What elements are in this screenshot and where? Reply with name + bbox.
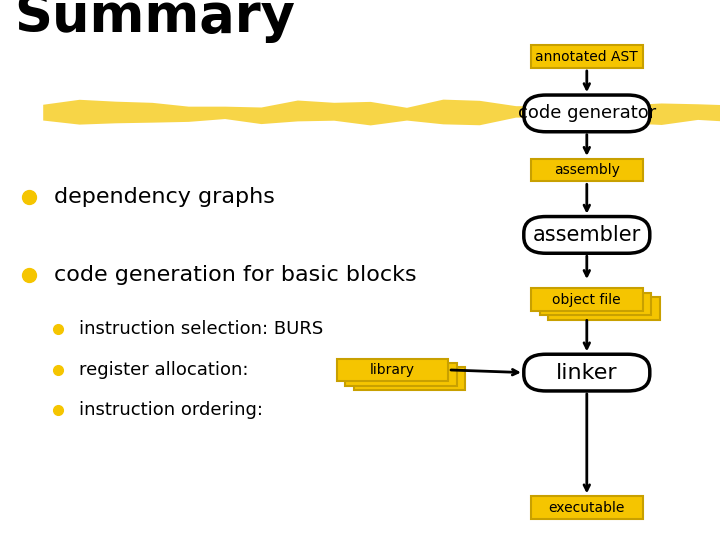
Text: code generation for basic blocks: code generation for basic blocks <box>54 265 417 286</box>
Text: dependency graphs: dependency graphs <box>54 187 275 207</box>
FancyBboxPatch shape <box>549 297 660 320</box>
Text: library: library <box>370 363 415 377</box>
Text: assembly: assembly <box>554 163 620 177</box>
Text: Summary: Summary <box>14 0 295 43</box>
Text: assembler: assembler <box>533 225 641 245</box>
Text: code generator: code generator <box>518 104 656 123</box>
FancyBboxPatch shape <box>346 363 457 386</box>
FancyBboxPatch shape <box>523 95 649 132</box>
Text: instruction selection: BURS: instruction selection: BURS <box>79 320 323 339</box>
FancyBboxPatch shape <box>337 359 448 381</box>
FancyBboxPatch shape <box>531 496 643 519</box>
FancyBboxPatch shape <box>531 288 643 311</box>
Text: register allocation:: register allocation: <box>79 361 254 379</box>
FancyBboxPatch shape <box>531 45 643 68</box>
Polygon shape <box>43 99 720 125</box>
FancyBboxPatch shape <box>523 354 649 391</box>
Text: executable: executable <box>549 501 625 515</box>
FancyBboxPatch shape <box>540 293 652 315</box>
Text: annotated AST: annotated AST <box>536 50 638 64</box>
FancyBboxPatch shape <box>531 159 643 181</box>
Text: linker: linker <box>556 362 618 383</box>
Text: instruction ordering:: instruction ordering: <box>79 401 269 420</box>
FancyBboxPatch shape <box>354 367 466 390</box>
FancyBboxPatch shape <box>523 217 649 253</box>
Text: object file: object file <box>552 293 621 307</box>
